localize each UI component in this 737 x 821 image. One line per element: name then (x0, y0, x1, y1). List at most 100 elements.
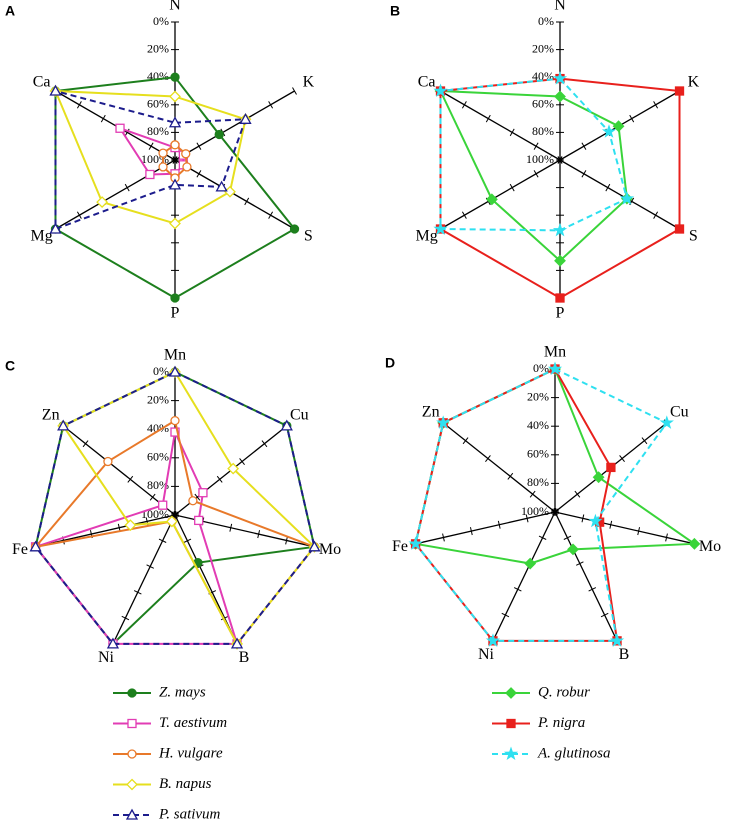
tick-mark (133, 590, 142, 595)
data-point (103, 456, 113, 467)
legend-marker (503, 746, 519, 761)
data-point (524, 557, 537, 570)
tick-mark (292, 87, 297, 95)
tick-mark (529, 490, 536, 498)
tick-mark (485, 114, 491, 123)
axis-label: K (303, 74, 315, 91)
data-point (124, 519, 137, 532)
data-point (96, 196, 109, 209)
tick-label: 0% (153, 364, 169, 378)
tick-mark (124, 183, 130, 192)
data-point (170, 427, 180, 437)
data-point (168, 116, 182, 128)
tick-label: 20% (147, 392, 169, 406)
tick-label: 80% (527, 475, 549, 489)
legend-text: Q. robur (538, 684, 590, 700)
tick-label: 0% (538, 14, 554, 28)
tick-mark (619, 455, 625, 462)
tick-mark (653, 101, 659, 109)
tick-mark (194, 493, 201, 501)
axis-line (174, 90, 295, 161)
tick-mark (158, 538, 167, 543)
data-point (170, 140, 180, 150)
data-point (485, 193, 498, 206)
data-point (29, 540, 42, 552)
axis-label: N (169, 0, 181, 14)
data-point (433, 221, 448, 236)
tick-label: 100% (526, 152, 554, 166)
axis-label: Ni (98, 649, 115, 666)
axis-line (440, 90, 561, 161)
tick-mark (653, 211, 659, 219)
tick-mark (261, 440, 268, 448)
axis-label: Mo (699, 538, 721, 555)
panel-label: C (5, 358, 15, 374)
axis-line (442, 422, 556, 513)
data-point (554, 254, 566, 267)
tick-mark (461, 211, 467, 219)
axis-label: Zn (42, 407, 60, 424)
data-point (49, 84, 62, 96)
tick-label: 60% (527, 447, 549, 461)
data-point (547, 361, 563, 376)
tick-mark (220, 615, 229, 621)
tick-mark (533, 142, 539, 150)
data-point (115, 123, 125, 133)
tick-mark (244, 197, 250, 206)
tick-mark (641, 437, 648, 445)
legend-text: H. vulgare (158, 745, 223, 761)
data-point (408, 536, 423, 550)
legend-text: P. nigra (537, 715, 585, 731)
data-point (168, 178, 182, 190)
series-line (414, 367, 619, 642)
axis-label: Ca (33, 74, 51, 91)
tick-mark (497, 520, 501, 529)
axis-line (554, 511, 695, 545)
panel-label: A (5, 3, 15, 19)
tick-mark (196, 170, 202, 178)
axis-label: Mg (416, 228, 438, 245)
tick-mark (509, 128, 515, 137)
data-point (170, 415, 180, 426)
legend-text: A. glutinosa (537, 745, 611, 761)
tick-mark (665, 533, 668, 542)
data-point (436, 415, 451, 429)
tick-label: 60% (532, 97, 554, 111)
tick-mark (575, 561, 584, 566)
data-point (567, 543, 579, 556)
axis-label: N (554, 0, 566, 14)
axis-line (55, 159, 176, 230)
tick-label: 60% (147, 450, 169, 464)
panel-label: D (385, 355, 395, 371)
axis-line (62, 425, 176, 516)
data-point (609, 633, 625, 647)
axis-label: Mg (31, 228, 53, 245)
axis-line (174, 159, 295, 230)
legend-marker (505, 687, 517, 699)
tick-label: 80% (147, 124, 169, 138)
tick-mark (461, 101, 467, 109)
axis-line (554, 511, 618, 642)
data-point (554, 90, 566, 103)
data-point (239, 112, 252, 124)
tick-mark (216, 475, 223, 483)
tick-label: 20% (532, 41, 554, 55)
legend-marker (127, 749, 137, 759)
data-point (619, 191, 635, 205)
tick-mark (533, 170, 539, 178)
tick-mark (124, 128, 130, 137)
tick-mark (513, 587, 522, 592)
tick-label: 100% (521, 504, 549, 518)
tick-mark (229, 523, 233, 532)
data-point (169, 217, 181, 230)
tick-mark (239, 458, 245, 465)
tick-mark (581, 514, 585, 523)
tick-mark (485, 455, 491, 462)
axis-label: Mo (319, 541, 341, 558)
axis-line (415, 511, 556, 545)
axis-label: Mn (544, 344, 566, 361)
axis-label: Fe (392, 538, 408, 555)
data-point (182, 162, 192, 172)
legend-marker (126, 778, 138, 791)
